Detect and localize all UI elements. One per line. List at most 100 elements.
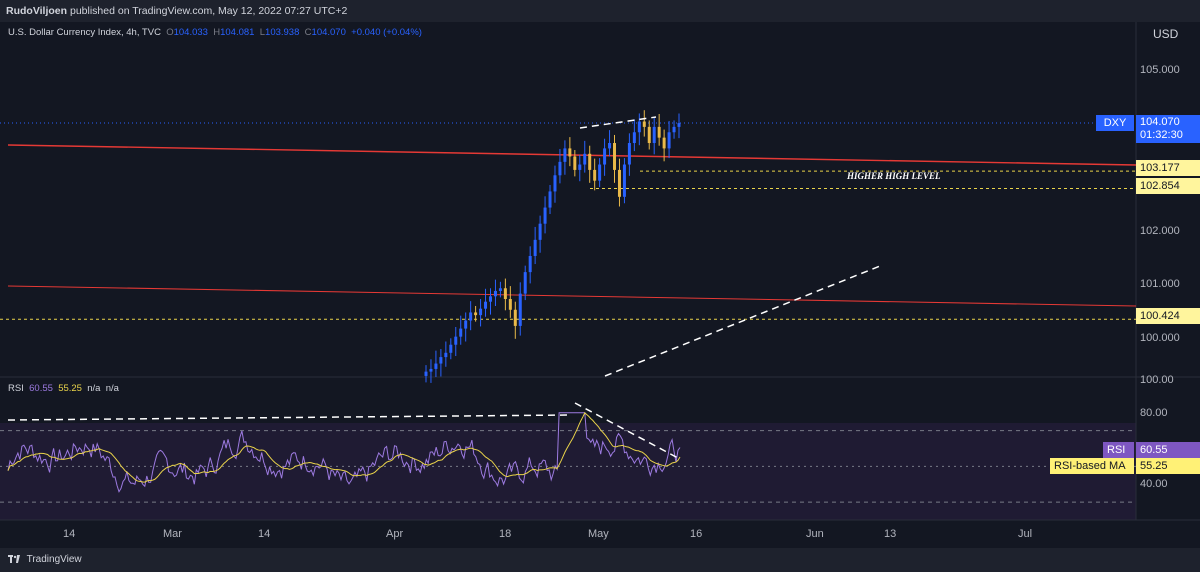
candle-body xyxy=(558,161,562,176)
open-value: 104.033 xyxy=(173,27,208,38)
time-tick: 13 xyxy=(884,528,897,540)
candle-body xyxy=(508,299,512,310)
price-legend: U.S. Dollar Currency Index, 4h, TVC O104… xyxy=(8,27,422,38)
candle-body xyxy=(672,126,676,133)
change-value: +0.040 (+0.04%) xyxy=(351,27,422,38)
price-tick: 100.000 xyxy=(1140,332,1180,344)
candles xyxy=(424,110,681,383)
rsi-value-tag: 60.55 xyxy=(1136,442,1200,458)
time-tick: Jun xyxy=(806,528,824,540)
candle-body xyxy=(573,156,577,170)
trend-annotations xyxy=(579,116,881,377)
close-label: C xyxy=(304,27,312,38)
candle-body xyxy=(553,175,557,192)
high-value: 104.081 xyxy=(220,27,255,38)
candle-body xyxy=(578,164,582,170)
support-line-upper xyxy=(7,144,1137,166)
rsi-legend-na2: n/a xyxy=(105,383,119,394)
rsi-legend-value: 60.55 xyxy=(29,383,53,394)
candle-body xyxy=(608,143,612,149)
candle-body xyxy=(642,121,646,127)
candle-body xyxy=(613,143,617,170)
close-value: 104.070 xyxy=(311,27,346,38)
candle-body xyxy=(503,288,507,300)
rsi-legend-label[interactable]: RSI xyxy=(8,383,24,394)
currency-label[interactable]: USD xyxy=(1153,27,1179,41)
candle-body xyxy=(444,352,448,358)
candle-body xyxy=(568,148,572,157)
candle-body xyxy=(632,132,636,144)
candle-body xyxy=(429,368,433,372)
time-tick: Mar xyxy=(163,528,182,540)
price-tick: 101.000 xyxy=(1140,278,1180,290)
candle-body xyxy=(583,153,587,165)
candle-body xyxy=(498,288,502,291)
candle-body xyxy=(548,191,552,208)
candle-body xyxy=(667,132,671,149)
candle-body xyxy=(622,164,626,197)
candle-body xyxy=(627,143,631,165)
candle-body xyxy=(523,272,527,294)
low-value: 103.938 xyxy=(265,27,300,38)
symbol-tag: DXY xyxy=(1096,115,1134,131)
candle-body xyxy=(513,309,517,326)
time-tick: 16 xyxy=(690,528,703,540)
rsi-descending-trendline xyxy=(574,402,679,459)
chart-canvas[interactable] xyxy=(0,22,1200,548)
tradingview-logo-icon[interactable] xyxy=(8,555,20,564)
open-label: O xyxy=(166,27,174,38)
time-tick: May xyxy=(588,528,609,540)
candle-body xyxy=(677,123,681,127)
level-tag-3: 100.424 xyxy=(1136,308,1200,324)
rsi-ma-label-tag: RSI-based MA xyxy=(1050,458,1134,474)
candle-body xyxy=(662,137,666,149)
candle-body xyxy=(424,371,428,376)
time-tick: 14 xyxy=(258,528,271,540)
candle-body xyxy=(464,320,468,329)
higher-high-annotation[interactable]: HIGHER HIGH LEVEL xyxy=(847,171,941,181)
rsi-legend-na1: n/a xyxy=(87,383,101,394)
candle-body xyxy=(484,301,488,309)
symbol-name[interactable]: U.S. Dollar Currency Index, 4h, TVC xyxy=(8,27,161,38)
candle-body xyxy=(434,363,438,369)
rsi-ma-line xyxy=(7,411,681,483)
rsi-tick: 80.00 xyxy=(1140,407,1168,419)
rsi-ma-legend-value: 55.25 xyxy=(58,383,82,394)
rsi-legend: RSI 60.55 55.25 n/a n/a xyxy=(8,383,119,394)
rsi-band-fill xyxy=(0,423,1136,520)
support-line-lower xyxy=(7,285,1137,307)
candle-body xyxy=(647,126,651,144)
candle-body xyxy=(493,290,497,297)
candle-body xyxy=(603,148,607,165)
rsi-ma-value-tag: 55.25 xyxy=(1136,458,1200,474)
time-tick: Jul xyxy=(1018,528,1033,540)
high-label: H xyxy=(213,27,221,38)
higher-high-trendline xyxy=(579,116,657,129)
candle-body xyxy=(657,126,661,138)
last-price-value: 104.070 xyxy=(1140,116,1180,128)
level-tag-2: 102.854 xyxy=(1136,178,1200,194)
candle-body xyxy=(593,169,597,181)
time-tick: Apr xyxy=(386,528,404,540)
support-lines xyxy=(7,144,1137,307)
candle-body xyxy=(617,169,621,197)
candle-body xyxy=(479,308,483,316)
time-tick: 14 xyxy=(63,528,76,540)
candle-body xyxy=(474,312,478,316)
price-tick: 105.000 xyxy=(1140,64,1180,76)
candle-body xyxy=(439,357,443,364)
candle-body xyxy=(637,121,641,133)
horizontal-levels xyxy=(0,170,1136,320)
last-price-tag: 104.070 01:32:30 xyxy=(1136,115,1200,143)
rsi-line xyxy=(7,412,681,493)
rsi-tick: 100.00 xyxy=(1140,374,1174,386)
candle-body xyxy=(449,344,453,353)
author-name[interactable]: RudoViljoen xyxy=(6,5,68,17)
footer-bar: TradingView xyxy=(0,548,1200,572)
rsi-lines xyxy=(0,411,1136,503)
footer-brand[interactable]: TradingView xyxy=(26,554,82,565)
candle-body xyxy=(528,255,532,273)
candle-body xyxy=(469,312,473,321)
candle-body xyxy=(652,126,656,144)
level-tag-1: 103.177 xyxy=(1136,160,1200,176)
